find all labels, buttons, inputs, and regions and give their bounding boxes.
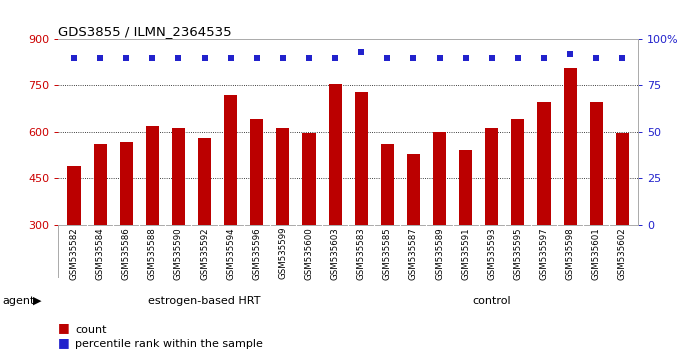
- Text: GSM535583: GSM535583: [357, 227, 366, 280]
- Text: control: control: [473, 296, 511, 306]
- Point: [382, 55, 393, 60]
- Bar: [616, 133, 629, 225]
- Bar: [224, 95, 237, 225]
- Bar: [564, 68, 577, 225]
- Bar: [511, 119, 524, 225]
- Text: GSM535584: GSM535584: [95, 227, 104, 280]
- Text: GSM535595: GSM535595: [513, 227, 522, 280]
- Bar: [303, 133, 316, 225]
- Text: agent: agent: [2, 296, 34, 306]
- Text: ▶: ▶: [33, 296, 41, 306]
- Text: ■: ■: [58, 321, 70, 335]
- Point: [303, 55, 314, 60]
- Bar: [146, 126, 159, 225]
- Text: estrogen-based HRT: estrogen-based HRT: [148, 296, 261, 306]
- Text: GSM535602: GSM535602: [618, 227, 627, 280]
- Point: [69, 55, 80, 60]
- Text: GSM535601: GSM535601: [592, 227, 601, 280]
- Text: GSM535588: GSM535588: [147, 227, 157, 280]
- Bar: [329, 84, 342, 225]
- Point: [460, 55, 471, 60]
- Bar: [355, 92, 368, 225]
- Bar: [433, 132, 446, 225]
- Bar: [119, 142, 132, 225]
- Point: [408, 55, 419, 60]
- Point: [251, 55, 262, 60]
- Point: [434, 55, 445, 60]
- Point: [539, 55, 549, 60]
- Bar: [459, 150, 472, 225]
- Point: [617, 55, 628, 60]
- Bar: [276, 128, 289, 225]
- Text: count: count: [75, 325, 107, 335]
- Point: [225, 55, 236, 60]
- Text: GDS3855 / ILMN_2364535: GDS3855 / ILMN_2364535: [58, 25, 232, 38]
- Point: [277, 55, 288, 60]
- Point: [512, 55, 523, 60]
- Bar: [93, 144, 106, 225]
- Bar: [198, 138, 211, 225]
- Bar: [407, 154, 420, 225]
- Point: [486, 55, 497, 60]
- Text: GSM535589: GSM535589: [435, 227, 444, 280]
- Bar: [590, 102, 603, 225]
- Bar: [485, 128, 498, 225]
- Text: GSM535582: GSM535582: [69, 227, 78, 280]
- Text: ■: ■: [58, 336, 70, 349]
- Point: [95, 55, 106, 60]
- Text: GSM535591: GSM535591: [461, 227, 470, 280]
- Text: GSM535585: GSM535585: [383, 227, 392, 280]
- Bar: [381, 144, 394, 225]
- Point: [356, 49, 367, 55]
- Point: [591, 55, 602, 60]
- Point: [121, 55, 132, 60]
- Text: GSM535587: GSM535587: [409, 227, 418, 280]
- Text: GSM535596: GSM535596: [252, 227, 261, 280]
- Point: [173, 55, 184, 60]
- Bar: [250, 119, 263, 225]
- Text: GSM535599: GSM535599: [279, 227, 287, 279]
- Text: GSM535600: GSM535600: [305, 227, 314, 280]
- Text: GSM535594: GSM535594: [226, 227, 235, 280]
- Text: GSM535597: GSM535597: [539, 227, 549, 280]
- Text: GSM535593: GSM535593: [487, 227, 496, 280]
- Text: GSM535590: GSM535590: [174, 227, 183, 280]
- Text: percentile rank within the sample: percentile rank within the sample: [75, 339, 263, 349]
- Point: [565, 52, 576, 57]
- Point: [199, 55, 210, 60]
- Bar: [537, 102, 550, 225]
- Bar: [172, 128, 185, 225]
- Text: GSM535586: GSM535586: [121, 227, 131, 280]
- Text: GSM535603: GSM535603: [331, 227, 340, 280]
- Text: GSM535592: GSM535592: [200, 227, 209, 280]
- Point: [147, 55, 158, 60]
- Bar: [67, 166, 80, 225]
- Point: [329, 55, 340, 60]
- Text: GSM535598: GSM535598: [565, 227, 575, 280]
